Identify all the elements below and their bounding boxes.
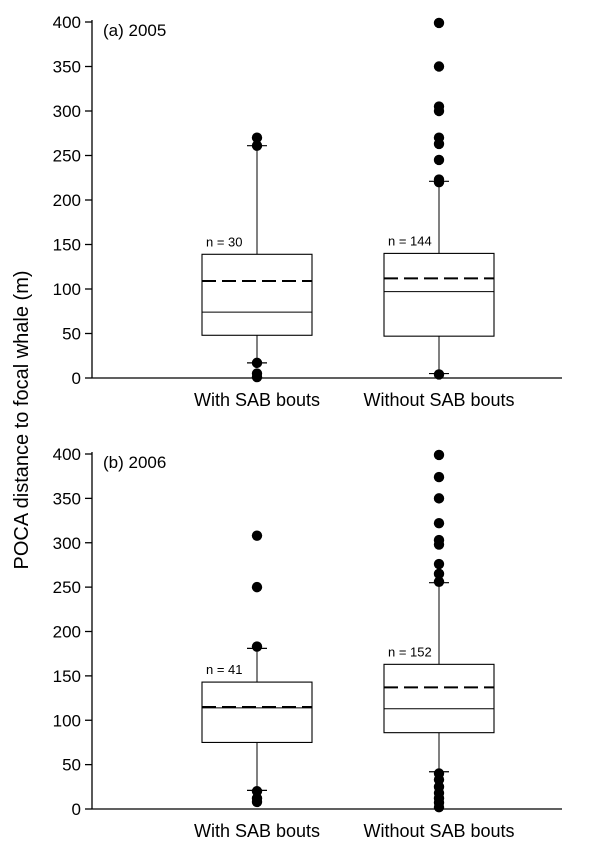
y-axis-title: POCA distance to focal whale (m) xyxy=(11,270,33,569)
box-with-sab: n = 41 xyxy=(201,530,313,808)
outlier-point xyxy=(433,154,445,166)
panel-label: (a) 2005 xyxy=(103,21,166,40)
y-tick-label: 0 xyxy=(72,800,81,819)
y-tick-label: 400 xyxy=(53,13,81,32)
panel-label: (b) 2006 xyxy=(103,453,166,472)
box-without-sab: n = 152 xyxy=(383,449,495,813)
x-category-label: Without SAB bouts xyxy=(363,390,514,410)
panel-a-2005: 0 50 100 150 200 250 300 350 400 (a) 2005 n = 30 Wi… xyxy=(53,13,562,410)
y-tick-label: 50 xyxy=(62,756,81,775)
outlier-point xyxy=(433,471,445,483)
y-tick-label: 300 xyxy=(53,534,81,553)
outlier-point xyxy=(251,132,263,143)
outlier-point xyxy=(251,530,263,541)
y-tick-label: 200 xyxy=(53,191,81,210)
y-tick-label: 150 xyxy=(53,236,81,255)
y-tick-label: 50 xyxy=(62,325,81,344)
outlier-point xyxy=(251,641,263,652)
outlier-point xyxy=(433,369,445,380)
y-tick-label: 250 xyxy=(53,578,81,597)
outlier-point xyxy=(433,802,445,813)
iqr-box xyxy=(201,681,313,743)
outlier-point xyxy=(433,61,445,72)
x-category-label: With SAB bouts xyxy=(194,821,320,841)
x-category-label: With SAB bouts xyxy=(194,390,320,410)
y-tick-label: 300 xyxy=(53,102,81,121)
outlier-point xyxy=(251,796,263,808)
outlier-point xyxy=(251,357,263,369)
n-label: n = 152 xyxy=(388,644,432,659)
y-tick-label: 350 xyxy=(53,489,81,508)
outlier-point xyxy=(433,138,445,150)
y-tick-label: 150 xyxy=(53,667,81,686)
outlier-point xyxy=(251,581,263,593)
outlier-point xyxy=(251,371,263,383)
panel-b-2006: 0 50 100 150 200 250 300 350 400 (b) 2006 n = 41 Wi… xyxy=(53,445,562,841)
y-tick-label: 0 xyxy=(72,369,81,388)
outlier-point xyxy=(433,17,445,29)
y-tick-label: 350 xyxy=(53,58,81,77)
n-label: n = 30 xyxy=(206,234,243,249)
iqr-box xyxy=(201,253,313,336)
y-tick-label: 100 xyxy=(53,711,81,730)
y-tick-label: 200 xyxy=(53,623,81,642)
iqr-box xyxy=(383,252,495,337)
outlier-point xyxy=(433,576,445,587)
outlier-point xyxy=(433,177,445,188)
outlier-point xyxy=(433,105,445,117)
n-label: n = 144 xyxy=(388,233,432,248)
outlier-point xyxy=(433,558,445,570)
outlier-point xyxy=(433,539,445,550)
outlier-point xyxy=(433,568,445,580)
x-category-label: Without SAB bouts xyxy=(363,821,514,841)
n-label: n = 41 xyxy=(206,662,243,677)
outlier-point xyxy=(433,493,445,504)
outlier-point xyxy=(251,140,263,151)
y-tick-label: 250 xyxy=(53,147,81,166)
outlier-point xyxy=(433,449,445,461)
y-tick-label: 100 xyxy=(53,280,81,299)
iqr-box xyxy=(383,663,495,734)
outlier-point xyxy=(433,518,445,529)
box-without-sab: n = 144 xyxy=(383,17,495,380)
box-with-sab: n = 30 xyxy=(201,132,313,383)
y-tick-label: 400 xyxy=(53,445,81,464)
